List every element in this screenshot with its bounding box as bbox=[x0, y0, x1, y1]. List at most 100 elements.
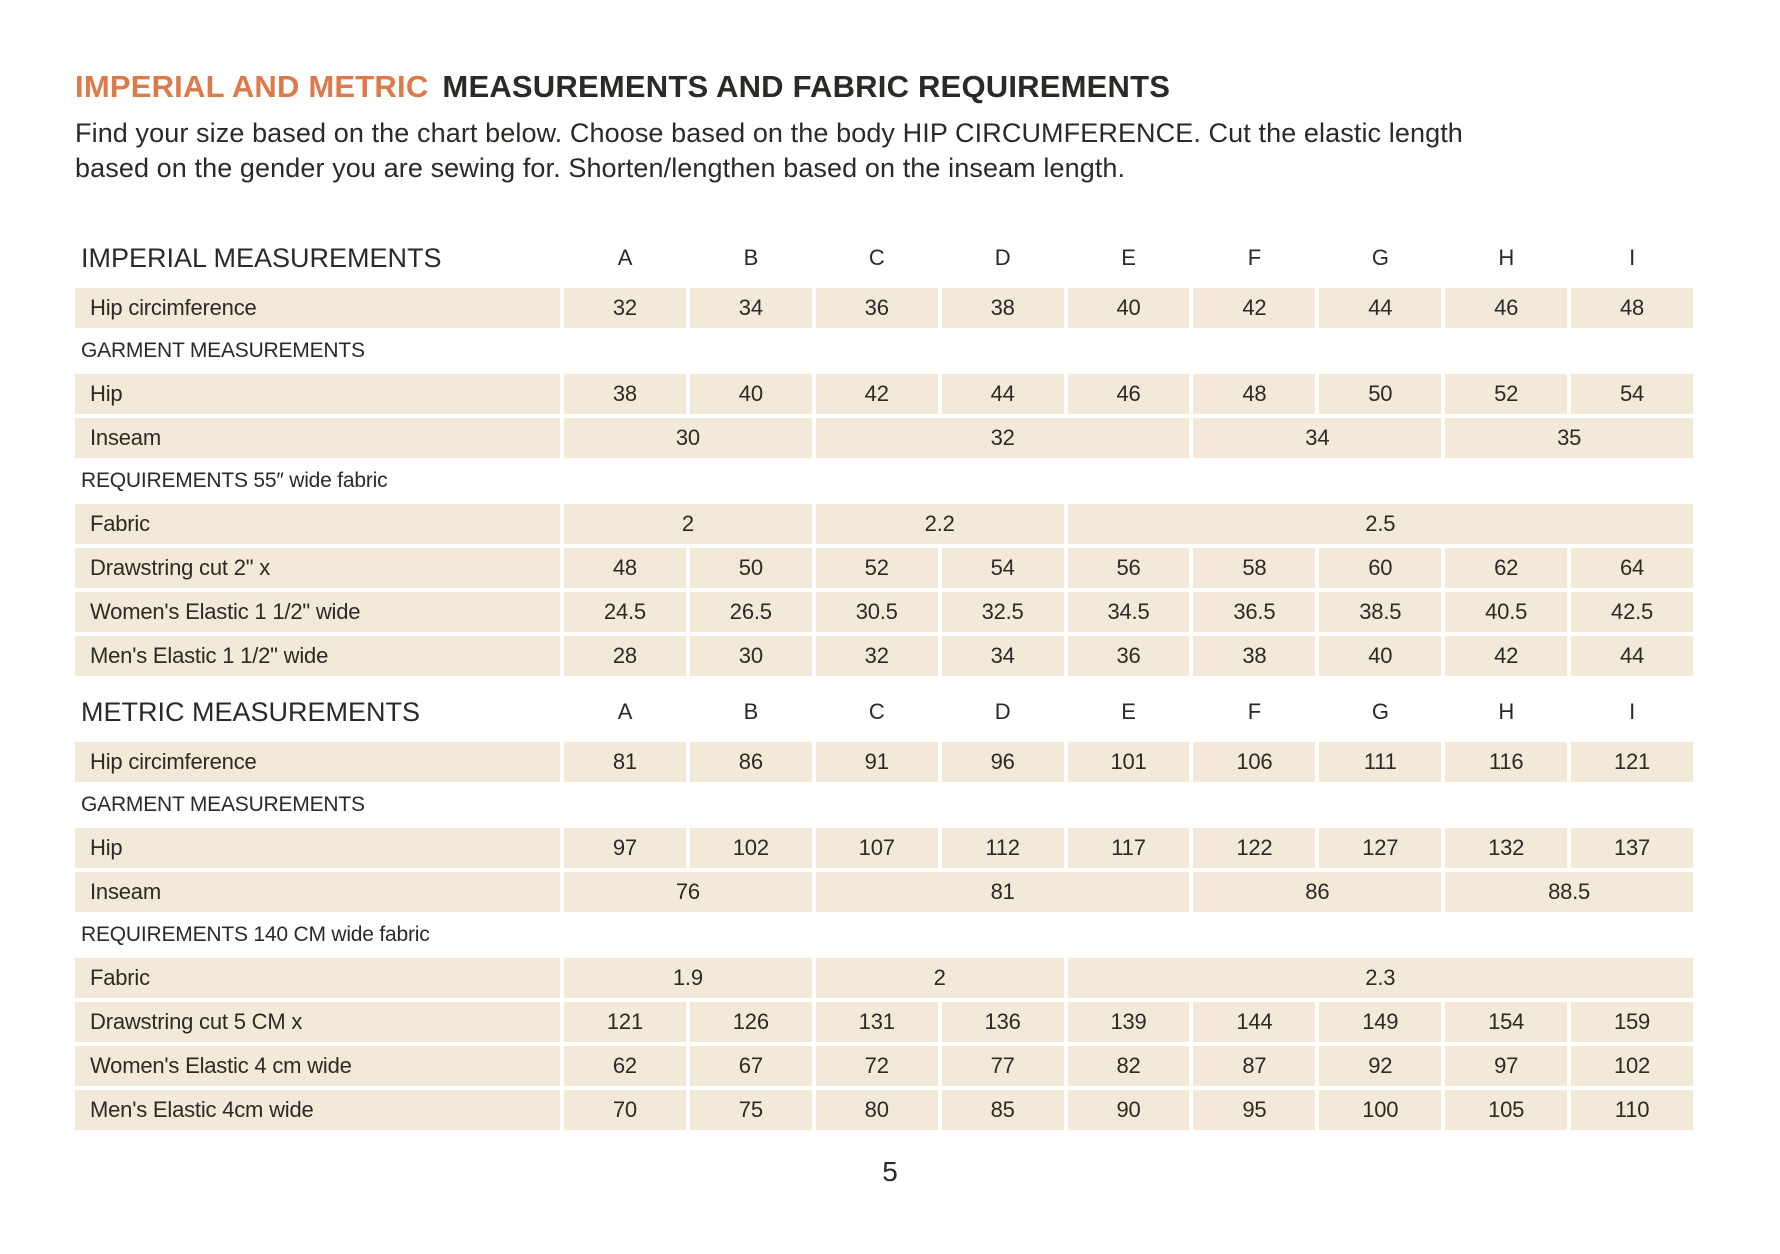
row-label: Men's Elastic 4cm wide bbox=[75, 1090, 560, 1131]
table-cell: 42.5 bbox=[1571, 592, 1693, 633]
table-cell: 48 bbox=[1571, 288, 1693, 329]
table-cell-merged: 30 bbox=[564, 418, 812, 459]
page-title: IMPERIAL AND METRIC MEASUREMENTS AND FABR… bbox=[75, 69, 1705, 104]
table-cell: 28 bbox=[564, 636, 686, 677]
column-letter: E bbox=[1121, 245, 1136, 271]
table-cell-merged: 88.5 bbox=[1445, 872, 1693, 913]
table-cell: 92 bbox=[1319, 1046, 1442, 1087]
table-cell: 32 bbox=[564, 288, 686, 329]
table-cell: 64 bbox=[1571, 548, 1693, 589]
table-cell: 105 bbox=[1445, 1090, 1568, 1131]
table-section-row: REQUIREMENTS 140 CM wide fabric bbox=[75, 916, 1693, 954]
table-row: Hip circimference 32 34 36 38 40 42 44 46 48 bbox=[75, 288, 1693, 329]
table-header-row: METRIC MEASUREMENTS A B C D E F G H I bbox=[75, 690, 1693, 734]
table-cell: 62 bbox=[564, 1046, 686, 1087]
table-cell: 97 bbox=[564, 828, 686, 869]
table-cell: 91 bbox=[815, 742, 938, 783]
table-cell: 42 bbox=[1445, 636, 1568, 677]
table-cell: 112 bbox=[941, 828, 1064, 869]
table-cell: 97 bbox=[1445, 1046, 1568, 1087]
table-cell: 46 bbox=[1445, 288, 1568, 329]
table-row: Fabric 1.9 2 2.3 bbox=[75, 958, 1693, 999]
table-cell: 44 bbox=[941, 374, 1064, 415]
table-cell: 38.5 bbox=[1319, 592, 1442, 633]
table-cell: 54 bbox=[941, 548, 1064, 589]
table-cell: 62 bbox=[1445, 548, 1568, 589]
table-row: Women's Elastic 4 cm wide 62 67 72 77 82 87 92 9… bbox=[75, 1046, 1693, 1087]
table-cell: 32 bbox=[815, 636, 938, 677]
table-cell: 58 bbox=[1193, 548, 1316, 589]
table-cell-merged: 2.5 bbox=[1067, 504, 1693, 545]
table-cell: 34 bbox=[941, 636, 1064, 677]
row-label: Hip circimference bbox=[75, 742, 560, 783]
row-label: Hip bbox=[75, 828, 560, 869]
table-cell: 72 bbox=[815, 1046, 938, 1087]
table-cell: 42 bbox=[815, 374, 938, 415]
table-cell: 127 bbox=[1319, 828, 1442, 869]
table-cell: 36 bbox=[1067, 636, 1190, 677]
table-row: Hip 38 40 42 44 46 48 50 52 54 bbox=[75, 374, 1693, 415]
page-title-accent: IMPERIAL AND METRIC bbox=[75, 69, 429, 104]
table-cell: 30.5 bbox=[815, 592, 938, 633]
table-row: Hip circimference 81 86 91 96 101 106 111 116 121 bbox=[75, 742, 1693, 783]
column-letter: C bbox=[868, 245, 885, 271]
column-letter: G bbox=[1371, 699, 1389, 725]
table-cell: 38 bbox=[564, 374, 686, 415]
table-cell: 96 bbox=[941, 742, 1064, 783]
table-cell: 52 bbox=[815, 548, 938, 589]
table-cell: 101 bbox=[1067, 742, 1190, 783]
table-cell: 85 bbox=[941, 1090, 1064, 1131]
table-cell-merged: 2 bbox=[564, 504, 812, 545]
table-cell: 139 bbox=[1067, 1002, 1190, 1043]
column-letter: D bbox=[994, 699, 1011, 725]
table-row: Drawstring cut 2" x 48 50 52 54 56 58 60 62 64 bbox=[75, 548, 1693, 589]
table-cell: 36.5 bbox=[1193, 592, 1316, 633]
table-cell-merged: 76 bbox=[564, 872, 812, 913]
table-cell: 70 bbox=[564, 1090, 686, 1131]
table-cell: 107 bbox=[815, 828, 938, 869]
column-letter: D bbox=[994, 245, 1011, 271]
row-label: Inseam bbox=[75, 872, 560, 913]
page-title-rest: MEASUREMENTS AND FABRIC REQUIREMENTS bbox=[442, 69, 1171, 104]
table-cell: 122 bbox=[1193, 828, 1316, 869]
table-cell: 87 bbox=[1193, 1046, 1316, 1087]
table-cell: 44 bbox=[1571, 636, 1693, 677]
table-cell: 80 bbox=[815, 1090, 938, 1131]
table-cell: 56 bbox=[1067, 548, 1190, 589]
intro-text: Find your size based on the chart below.… bbox=[75, 118, 1463, 184]
table-cell: 144 bbox=[1193, 1002, 1316, 1043]
row-label: Drawstring cut 5 CM x bbox=[75, 1002, 560, 1043]
table-cell: 54 bbox=[1571, 374, 1693, 415]
page-content: IMPERIAL AND METRIC MEASUREMENTS AND FABR… bbox=[75, 69, 1705, 1131]
table-cell: 121 bbox=[564, 1002, 686, 1043]
table-cell: 44 bbox=[1319, 288, 1442, 329]
table-cell-merged: 1.9 bbox=[564, 958, 812, 999]
column-letter: E bbox=[1121, 699, 1136, 725]
column-letter: B bbox=[743, 699, 759, 725]
table-cell: 110 bbox=[1571, 1090, 1693, 1131]
column-letter: F bbox=[1247, 245, 1261, 271]
table-section-row: GARMENT MEASUREMENTS bbox=[75, 786, 1693, 824]
table-row: Men's Elastic 1 1/2" wide 28 30 32 34 36 38 40 4… bbox=[75, 636, 1693, 677]
section-label: REQUIREMENTS 140 CM wide fabric bbox=[81, 923, 430, 947]
table-cell: 100 bbox=[1319, 1090, 1442, 1131]
table-row: Hip 97 102 107 112 117 122 127 132 137 bbox=[75, 828, 1693, 869]
group-heading: METRIC MEASUREMENTS bbox=[81, 696, 421, 727]
table-cell: 102 bbox=[1571, 1046, 1693, 1087]
table-cell-merged: 81 bbox=[815, 872, 1190, 913]
table-cell: 86 bbox=[689, 742, 812, 783]
table-cell: 131 bbox=[815, 1002, 938, 1043]
table-cell: 82 bbox=[1067, 1046, 1190, 1087]
table-cell: 106 bbox=[1193, 742, 1316, 783]
row-label: Fabric bbox=[75, 958, 560, 999]
table-section-row: GARMENT MEASUREMENTS bbox=[75, 332, 1693, 370]
row-label: Hip circimference bbox=[75, 288, 560, 329]
table-cell-merged: 86 bbox=[1193, 872, 1442, 913]
table-cell: 81 bbox=[564, 742, 686, 783]
table-cell: 137 bbox=[1571, 828, 1693, 869]
column-letter: C bbox=[868, 699, 885, 725]
table-cell: 77 bbox=[941, 1046, 1064, 1087]
measurement-table: IMPERIAL MEASUREMENTS A B C D E F G H I Hip circim… bbox=[75, 236, 1693, 1131]
table-section-row: REQUIREMENTS 55″ wide fabric bbox=[75, 462, 1693, 500]
table-row: Inseam 30 32 34 35 bbox=[75, 418, 1693, 459]
